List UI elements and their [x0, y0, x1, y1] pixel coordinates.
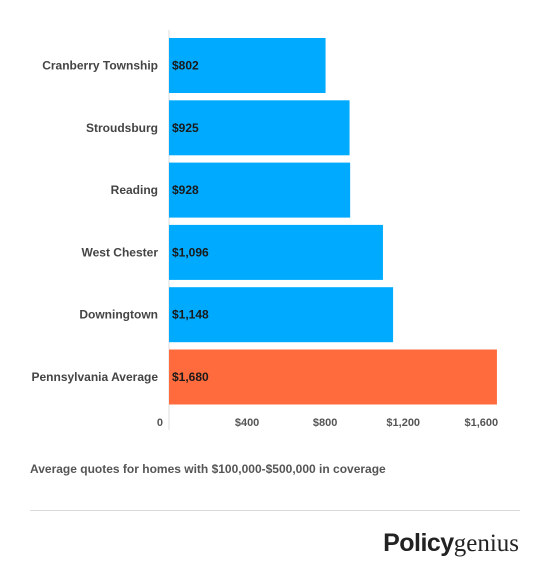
logo-text-genius: genius [453, 530, 519, 557]
category-label: West Chester [82, 245, 159, 259]
bar [169, 38, 326, 93]
data-label: $802 [172, 59, 199, 73]
bar [169, 224, 383, 280]
category-label: Cranberry Township [42, 59, 158, 73]
bar [169, 287, 394, 343]
policygenius-logo: Policygenius [383, 528, 519, 559]
bar-chart: Cranberry Township $802 Stroudsburg $925 Rea… [31, 30, 498, 430]
category-label: Downingtown [79, 308, 158, 322]
category-label: Pennsylvania Average [31, 370, 158, 384]
x-tick-label: $1,600 [464, 417, 498, 429]
x-tick-label: $1,200 [386, 417, 420, 429]
category-label: Reading [111, 183, 158, 197]
category-label: Stroudsburg [86, 121, 158, 135]
data-label: $1,680 [172, 370, 209, 384]
divider [30, 510, 520, 511]
x-tick-label: $800 [313, 417, 337, 429]
chart-footnote: Average quotes for homes with $100,000-$… [30, 462, 386, 476]
bar [169, 349, 497, 405]
data-label: $1,148 [172, 308, 209, 322]
data-label: $928 [172, 183, 199, 197]
data-label: $925 [172, 121, 199, 135]
logo-text-policy: Policy [383, 529, 454, 557]
data-label: $1,096 [172, 245, 209, 259]
x-tick-label: $400 [235, 417, 259, 429]
bar [169, 162, 351, 218]
bar [169, 100, 350, 156]
x-tick-label: 0 [157, 417, 163, 429]
